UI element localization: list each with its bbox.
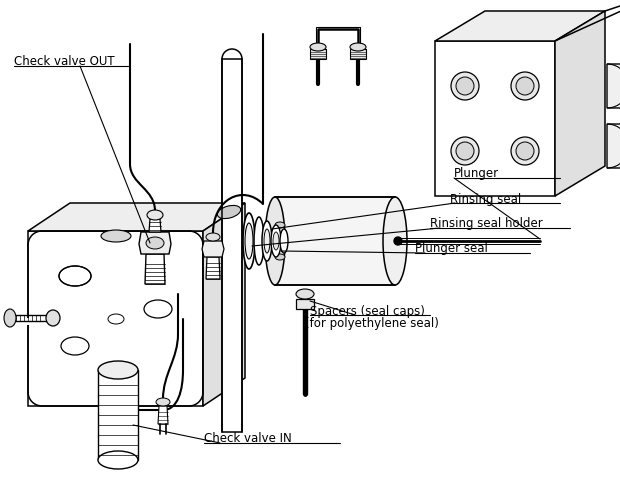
Ellipse shape	[264, 229, 270, 253]
Ellipse shape	[98, 451, 138, 469]
Ellipse shape	[98, 361, 138, 379]
Ellipse shape	[516, 77, 534, 95]
Ellipse shape	[271, 225, 281, 257]
Ellipse shape	[4, 309, 16, 327]
Text: Check valve OUT: Check valve OUT	[14, 55, 115, 69]
Polygon shape	[435, 11, 605, 41]
Ellipse shape	[456, 77, 474, 95]
Ellipse shape	[245, 223, 253, 259]
Ellipse shape	[275, 222, 285, 228]
Text: (for polyethylene seal): (for polyethylene seal)	[305, 318, 439, 330]
Ellipse shape	[275, 254, 285, 260]
Text: Check valve IN: Check valve IN	[204, 433, 292, 446]
Polygon shape	[206, 257, 220, 279]
Ellipse shape	[456, 142, 474, 160]
Ellipse shape	[146, 237, 164, 249]
Ellipse shape	[156, 398, 170, 406]
Ellipse shape	[296, 289, 314, 299]
Ellipse shape	[394, 237, 402, 245]
Text: Rinsing seal holder: Rinsing seal holder	[430, 217, 542, 231]
Ellipse shape	[511, 137, 539, 165]
Ellipse shape	[206, 233, 220, 241]
Polygon shape	[222, 59, 242, 432]
Text: Plunger: Plunger	[454, 167, 499, 180]
Ellipse shape	[516, 142, 534, 160]
Polygon shape	[202, 241, 224, 257]
Text: Rinsing seal: Rinsing seal	[450, 193, 521, 206]
Polygon shape	[28, 203, 245, 231]
Polygon shape	[158, 406, 168, 424]
Ellipse shape	[217, 206, 241, 218]
Ellipse shape	[383, 197, 407, 285]
Polygon shape	[28, 231, 203, 406]
Ellipse shape	[61, 337, 89, 355]
Text: Plunger seal: Plunger seal	[415, 243, 488, 255]
Polygon shape	[98, 370, 138, 460]
Polygon shape	[149, 219, 161, 232]
Ellipse shape	[350, 43, 366, 51]
Ellipse shape	[265, 197, 285, 285]
Polygon shape	[139, 232, 171, 254]
Ellipse shape	[46, 310, 60, 326]
Ellipse shape	[108, 314, 124, 324]
Polygon shape	[435, 41, 555, 196]
Ellipse shape	[275, 238, 285, 244]
Ellipse shape	[243, 213, 255, 269]
Polygon shape	[203, 203, 245, 406]
Ellipse shape	[147, 210, 163, 220]
Text: Spacers (seal caps): Spacers (seal caps)	[310, 304, 425, 318]
Polygon shape	[350, 49, 366, 59]
Ellipse shape	[310, 43, 326, 51]
Ellipse shape	[59, 266, 91, 286]
Polygon shape	[275, 197, 395, 285]
Ellipse shape	[451, 137, 479, 165]
Polygon shape	[607, 64, 620, 108]
Ellipse shape	[144, 300, 172, 318]
Ellipse shape	[280, 229, 288, 253]
Ellipse shape	[254, 217, 264, 265]
Polygon shape	[296, 299, 314, 309]
Ellipse shape	[101, 230, 131, 242]
Polygon shape	[145, 254, 165, 284]
Polygon shape	[310, 49, 326, 59]
Polygon shape	[607, 124, 620, 168]
Ellipse shape	[511, 72, 539, 100]
Ellipse shape	[262, 221, 272, 261]
Ellipse shape	[273, 232, 279, 250]
Polygon shape	[555, 11, 605, 196]
Ellipse shape	[451, 72, 479, 100]
